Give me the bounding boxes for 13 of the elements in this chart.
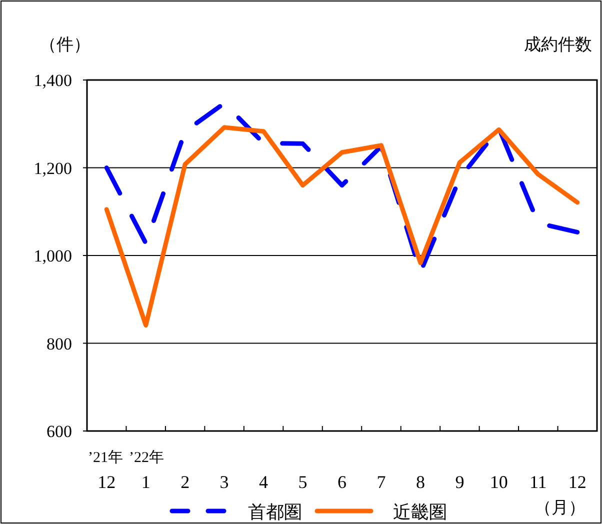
- y-tick-label: 1,400: [34, 71, 72, 90]
- y-tick-label: 1,000: [34, 246, 72, 266]
- x-axis-title: （月）: [534, 498, 586, 517]
- text: ’22年: [129, 449, 164, 466]
- line-series: [104, 125, 580, 328]
- y-tick-label: 800: [46, 334, 72, 354]
- legend-label: 近畿圏: [393, 502, 447, 522]
- chart-title: 成約件数: [524, 35, 592, 54]
- y-tick-label: 600: [46, 422, 72, 441]
- y-axis-title: （件）: [40, 35, 90, 54]
- legend-label: 首都圏: [248, 502, 302, 522]
- y-tick-label: 1,200: [34, 158, 72, 178]
- text: ’21年: [88, 449, 123, 466]
